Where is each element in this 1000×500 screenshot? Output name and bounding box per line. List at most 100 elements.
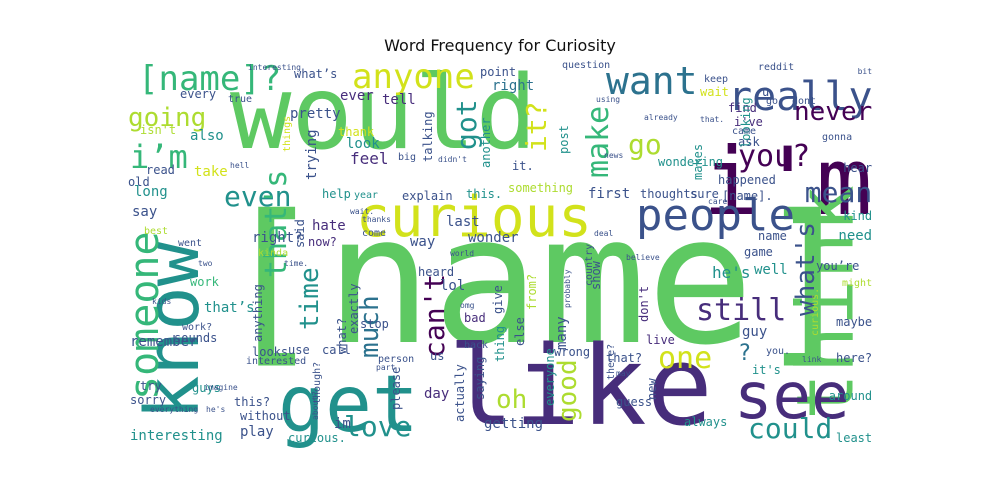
word-181: believe <box>626 253 660 262</box>
word-111: else <box>513 317 527 346</box>
word-83: hear <box>843 161 872 175</box>
word-109: actually <box>453 364 467 422</box>
word-94: curious. <box>810 288 821 336</box>
word-40: ever <box>340 88 374 104</box>
word-136: interesting <box>130 428 223 444</box>
word-150: wait <box>700 85 729 99</box>
word-166: hell <box>230 161 249 170</box>
word-142: that’s <box>204 300 255 316</box>
word-18: even <box>224 180 291 213</box>
word-58: explain <box>402 189 453 203</box>
word-113: bad <box>464 311 486 325</box>
word-91: it's <box>752 363 781 377</box>
word-110: getting <box>484 416 543 432</box>
word-69: first <box>588 186 630 202</box>
word-178: kids <box>152 297 171 306</box>
word-104: that? <box>606 351 642 365</box>
word-97: around <box>829 389 872 403</box>
word-180: deal <box>594 229 613 238</box>
word-10: people <box>636 190 795 241</box>
word-38: what’s <box>294 67 337 81</box>
word-128: use <box>288 343 310 357</box>
word-183: omg <box>460 301 475 310</box>
word-37: ? <box>738 341 751 366</box>
word-52: tell <box>382 92 416 108</box>
word-77: ask <box>738 135 760 149</box>
word-34: good <box>553 359 583 422</box>
word-168: thanks <box>362 215 391 224</box>
word-35: love <box>344 410 411 443</box>
word-48: read <box>146 163 175 177</box>
word-144: went <box>178 238 202 249</box>
word-148: might <box>842 278 872 289</box>
word-138: remember <box>130 334 197 350</box>
word-41: point <box>480 65 516 79</box>
word-85: need <box>838 228 872 244</box>
word-43: every <box>180 87 216 101</box>
word-70: thoughts <box>640 187 698 201</box>
word-184: may <box>616 369 631 378</box>
word-4: like <box>448 322 713 448</box>
word-127: what? <box>335 318 349 354</box>
word-116: lol <box>440 278 465 294</box>
word-186: everything <box>150 405 198 414</box>
word-8: see <box>734 360 850 434</box>
word-21: make <box>581 106 616 178</box>
word-153: dont <box>792 96 816 107</box>
word-143: try <box>140 379 162 393</box>
word-164: big <box>398 152 416 163</box>
word-146: kinda <box>258 248 288 259</box>
word-160: back <box>464 340 488 351</box>
word-2: would <box>230 60 537 173</box>
word-171: already <box>644 113 678 122</box>
word-170: go <box>766 96 778 107</box>
word-64: hate <box>312 218 346 234</box>
word-31: still <box>696 293 786 328</box>
word-172: using <box>596 95 620 104</box>
word-177: part <box>376 363 395 372</box>
word-74: wonder <box>468 230 519 246</box>
figure-title: Word Frequency for Curiosity <box>384 36 616 55</box>
word-169: u <box>762 85 769 99</box>
word-152: gonna <box>822 132 852 143</box>
word-130: anything <box>251 284 265 342</box>
word-47: take <box>194 164 228 180</box>
word-119: country <box>584 244 595 286</box>
word-140: work? <box>182 322 212 333</box>
word-139: sounds <box>174 331 217 345</box>
word-175: bit <box>858 67 872 76</box>
word-11: really <box>728 74 872 120</box>
word-176: link <box>802 355 821 364</box>
word-90: he's <box>712 263 751 282</box>
word-108: saying <box>473 357 487 400</box>
word-46: also <box>190 128 224 144</box>
word-123: im <box>334 416 351 432</box>
word-157: interested <box>246 356 306 367</box>
word-5: i'm <box>703 128 872 237</box>
word-154: question <box>562 60 610 71</box>
word-13: want <box>606 60 698 103</box>
word-66: post <box>557 125 571 154</box>
word-9: curious <box>356 185 592 250</box>
word-105: many <box>554 316 570 350</box>
word-174: interesting <box>248 63 301 72</box>
word-162: there? <box>606 344 617 380</box>
word-1: [name] <box>218 177 861 384</box>
word-102: don't <box>637 286 651 322</box>
word-26: that's <box>259 170 294 278</box>
word-114: give <box>491 285 505 314</box>
word-79: [name]. <box>722 189 773 203</box>
word-158: imagine <box>204 383 238 392</box>
word-117: heard <box>418 265 454 279</box>
word-71: sure <box>690 187 719 201</box>
word-107: everyone <box>543 348 557 406</box>
word-191: that. <box>700 115 724 124</box>
word-155: reddit <box>758 62 794 73</box>
word-75: wondering <box>658 155 723 169</box>
word-20: it? <box>520 101 553 152</box>
word-67: another <box>479 117 493 168</box>
word-19: got <box>450 99 483 150</box>
word-89: you’re <box>816 259 859 273</box>
